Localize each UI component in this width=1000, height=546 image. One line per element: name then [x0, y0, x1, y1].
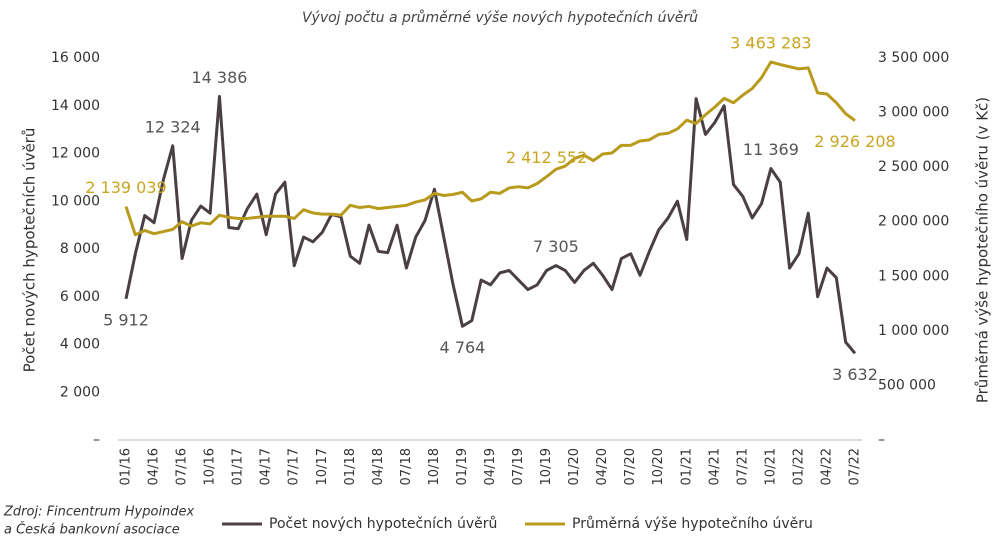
y2-tick-label: 2 500 000: [878, 159, 949, 175]
source-note: Zdroj: Fincentrum Hypoindex: [3, 505, 195, 520]
y-tick-label: 4 000: [60, 337, 100, 353]
y2-tick-label: 3 000 000: [878, 105, 949, 121]
x-tick-label: 10/20: [651, 448, 666, 485]
y-tick-label: 12 000: [51, 146, 100, 162]
data-label: 11 369: [743, 140, 799, 159]
data-label: 4 764: [440, 338, 486, 357]
x-tick-label: 07/19: [511, 448, 526, 485]
x-tick-label: 01/19: [455, 448, 470, 485]
x-tick-label: 07/21: [735, 448, 750, 485]
data-label: 2 139 039: [85, 178, 166, 197]
x-tick-label: 04/18: [371, 448, 386, 485]
chart-title: Vývoj počtu a průměrné výše nových hypot…: [302, 10, 698, 26]
y2-axis-title: Průměrná výše hypotečního úvěru (v Kč): [974, 97, 992, 403]
x-tick-label: 04/17: [259, 448, 274, 485]
data-label: 3 463 283: [730, 34, 811, 53]
legend-label: Počet nových hypotečních úvěrů: [269, 516, 497, 532]
y-tick-label: 10 000: [51, 193, 100, 209]
y2-tick-label: –: [878, 432, 885, 448]
y2-tick-label: 500 000: [878, 377, 936, 393]
x-tick-label: 07/16: [175, 448, 190, 485]
x-tick-label: 04/19: [483, 448, 498, 485]
x-tick-label: 01/16: [119, 448, 134, 485]
data-label: 12 324: [145, 117, 201, 136]
x-tick-label: 10/17: [315, 448, 330, 485]
x-tick-label: 01/21: [679, 448, 694, 485]
x-tick-label: 01/17: [231, 448, 246, 485]
x-tick-label: 07/22: [848, 448, 863, 485]
x-tick-label: 10/19: [539, 448, 554, 485]
x-tick-label: 04/21: [707, 448, 722, 485]
x-tick-label: 01/20: [567, 448, 582, 485]
y2-tick-label: 1 500 000: [878, 268, 949, 284]
y-tick-label: –: [93, 432, 100, 448]
x-tick-label: 10/18: [427, 448, 442, 485]
y-tick-label: 8 000: [60, 241, 100, 257]
data-label: 2 412 552: [506, 148, 587, 167]
y2-tick-label: 3 500 000: [878, 50, 949, 66]
x-tick-label: 10/16: [203, 448, 218, 485]
x-tick-label: 10/21: [763, 448, 778, 485]
y-tick-label: 2 000: [60, 384, 100, 400]
data-label: 3 632: [832, 365, 878, 384]
data-label: 14 386: [191, 68, 247, 87]
data-label: 2 926 208: [814, 132, 895, 151]
x-tick-label: 07/20: [623, 448, 638, 485]
x-tick-label: 07/17: [287, 448, 302, 485]
series-line: [124, 95, 857, 355]
x-tick-label: 04/16: [147, 448, 162, 485]
source-note: a Česká bankovní asociace: [4, 522, 180, 538]
y-axis-title: Počet nových hypotečních úvěrů: [21, 128, 39, 373]
series-line: [124, 60, 856, 237]
x-tick-label: 01/18: [343, 448, 358, 485]
x-tick-label: 04/22: [819, 448, 834, 485]
legend-label: Průměrná výše hypotečního úvěru: [572, 516, 813, 532]
y-tick-label: 16 000: [51, 50, 100, 66]
x-tick-label: 04/20: [595, 448, 610, 485]
data-label: 7 305: [533, 237, 579, 256]
data-label: 5 912: [103, 310, 149, 329]
y-tick-label: 14 000: [51, 98, 100, 114]
y2-tick-label: 1 000 000: [878, 323, 949, 339]
x-tick-label: 01/22: [791, 448, 806, 485]
x-tick-label: 07/18: [399, 448, 414, 485]
y2-tick-label: 2 000 000: [878, 214, 949, 230]
y-tick-label: 6 000: [60, 289, 100, 305]
